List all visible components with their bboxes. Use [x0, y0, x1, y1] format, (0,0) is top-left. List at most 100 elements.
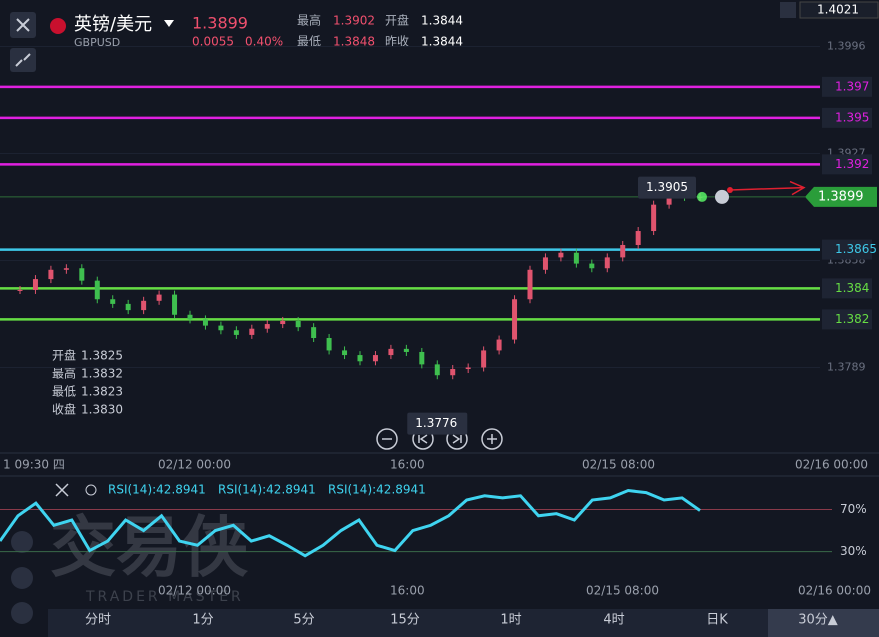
trend-arrow — [729, 186, 805, 191]
candle — [388, 348, 394, 356]
candle — [63, 268, 69, 270]
title: 英镑/美元 — [74, 14, 152, 35]
low-marker: 1.3776 — [415, 416, 457, 430]
candle — [512, 299, 518, 340]
rsi-line — [0, 488, 701, 558]
time-label: 1 09:30 四 — [3, 458, 65, 472]
candle — [620, 244, 626, 258]
time-label: 02/15 08:00 — [582, 458, 655, 472]
candle — [635, 231, 641, 245]
candle — [48, 269, 54, 280]
tab[interactable]: 分时 — [85, 613, 111, 628]
candle — [94, 280, 100, 300]
candle — [465, 367, 471, 370]
ohlc-value: 1.3825 — [81, 349, 123, 363]
nav-glyphs — [382, 434, 497, 444]
candle — [403, 348, 409, 352]
symbol: GBPUSD — [74, 36, 120, 49]
low-marker-box — [407, 412, 468, 435]
candle — [419, 351, 425, 365]
current-price-label: 1.3899 — [818, 189, 864, 204]
rsi-settings[interactable] — [85, 484, 97, 496]
candle — [264, 324, 270, 329]
dropdown-icon[interactable] — [164, 20, 174, 27]
ohlc-value: 1.3830 — [81, 403, 123, 417]
high-marker-box — [638, 176, 696, 199]
candle — [666, 193, 672, 205]
time-label: 02/15 08:00 — [586, 584, 659, 598]
info-icon[interactable] — [715, 189, 729, 204]
draw-tool[interactable] — [11, 567, 33, 589]
tab[interactable]: 1分 — [192, 613, 213, 628]
level-box — [822, 154, 872, 175]
stat-value: 1.3844 — [421, 35, 463, 49]
high-marker: 1.3905 — [646, 180, 688, 194]
side-icons — [11, 531, 33, 624]
time-label: 02/16 00:00 — [798, 584, 871, 598]
collapse-button[interactable] — [10, 48, 36, 72]
ohlc-label: 收盘 — [52, 402, 76, 417]
tab[interactable]: 日K — [706, 613, 728, 628]
ohlc-label: 最高 — [52, 366, 76, 381]
level-label: 1.395 — [835, 110, 869, 124]
candle — [156, 294, 162, 301]
tab[interactable]: 4时 — [603, 613, 624, 628]
candle — [542, 257, 548, 270]
watermark-sub: TRADER MASTER — [85, 589, 244, 605]
collapse-icon — [15, 53, 31, 67]
tab[interactable]: 1时 — [500, 613, 521, 628]
candle — [573, 252, 579, 264]
stat-value: 1.3844 — [421, 14, 463, 28]
zoom-in[interactable] — [481, 428, 503, 450]
rsi-legend: RSI(14):42.8941 — [108, 483, 206, 497]
tab[interactable]: 15分 — [390, 613, 420, 628]
bell-button[interactable] — [780, 2, 796, 18]
stat-label: 开盘 — [385, 13, 409, 28]
stat-label: 最低 — [297, 35, 321, 49]
time-label: 16:00 — [390, 458, 425, 472]
candle — [527, 269, 533, 300]
current-box — [805, 186, 877, 207]
candle-tool[interactable] — [11, 531, 33, 553]
candle — [651, 204, 657, 232]
ohlc-label: 最低 — [52, 385, 76, 399]
rsi-legend: RSI(14):42.8941 — [328, 483, 426, 497]
level-label: 1.3865 — [835, 242, 877, 256]
time-label: 02/16 00:00 — [795, 458, 868, 472]
zoom-out[interactable] — [376, 428, 398, 450]
candle — [604, 257, 610, 269]
tab[interactable]: 5分 — [293, 613, 314, 628]
candle — [172, 294, 178, 315]
watermark: 交易侠 — [50, 509, 248, 586]
candle — [295, 320, 301, 328]
top-price: 1.4021 — [817, 3, 859, 17]
top-price-box — [799, 1, 879, 19]
y-tick-label: 1.3996 — [827, 40, 866, 53]
candle — [125, 303, 131, 311]
level-label: 1.382 — [835, 312, 869, 326]
tab[interactable]: 30分▲ — [798, 613, 838, 628]
candle — [233, 330, 239, 335]
candle — [141, 300, 147, 311]
candle — [249, 328, 255, 335]
candle — [558, 252, 564, 258]
level-label: 1.397 — [835, 79, 869, 93]
close-icon — [16, 18, 30, 32]
candle — [110, 299, 116, 304]
tab-selected — [768, 609, 879, 637]
rsi-close[interactable] — [55, 483, 69, 497]
candle — [17, 289, 23, 291]
ohlc-value: 1.3823 — [81, 385, 123, 399]
candle — [357, 355, 363, 362]
current-glow — [697, 191, 707, 202]
stat-value: 1.3848 — [333, 35, 375, 49]
rsi-legend: RSI(14):42.8941 — [218, 483, 316, 497]
change-pct: 0.40% — [245, 35, 283, 49]
flag-icon — [50, 18, 66, 34]
nav-buttons — [376, 428, 503, 450]
indicator-tool[interactable] — [11, 602, 33, 624]
time-label: 02/12 00:00 — [158, 584, 231, 598]
candle — [326, 338, 332, 351]
